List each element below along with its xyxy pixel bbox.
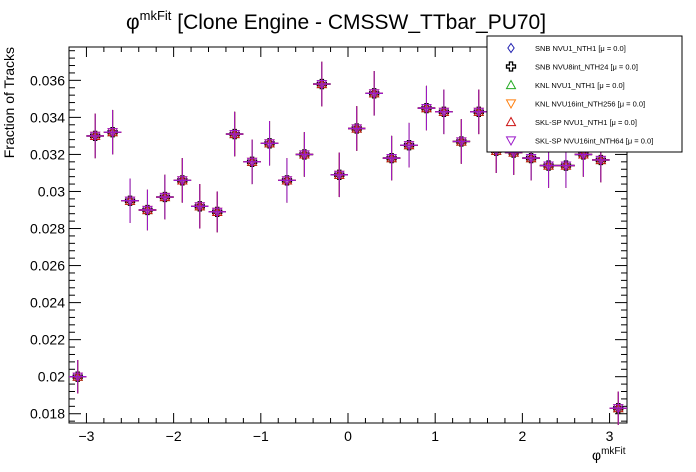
- data-point: [229, 129, 241, 140]
- legend-box: [486, 35, 683, 153]
- data-point: [281, 176, 293, 186]
- data-point: [159, 192, 171, 203]
- chart-title-sup: mkFit: [140, 8, 172, 23]
- data-point: [142, 205, 153, 216]
- legend-label-0: SNB NVU1_NTH1 [μ = 0.0]: [535, 44, 626, 53]
- legend-marker-1: [505, 61, 517, 72]
- chart-title-rest: [Clone Engine - CMSSW_TTbar_PU70]: [171, 11, 546, 34]
- data-point: [299, 150, 310, 160]
- data-point: [89, 131, 101, 142]
- x-tick-label: 0: [344, 428, 352, 444]
- x-axis-title-sup: mkFit: [601, 446, 626, 457]
- chart-title-base: φ: [126, 11, 140, 34]
- data-point: [333, 170, 345, 181]
- data-point: [595, 155, 607, 166]
- x-tick-label: 3: [606, 428, 614, 444]
- data-point: [351, 124, 363, 135]
- x-tick-label: 1: [431, 428, 439, 444]
- legend-marker-2: [505, 79, 517, 90]
- y-tick-label: 0.034: [30, 109, 65, 125]
- x-tick-label: −2: [166, 428, 182, 444]
- data-point: [316, 79, 328, 90]
- data-points: [69, 61, 627, 425]
- data-point: [421, 104, 432, 114]
- legend-label-2: KNL NVU1_NTH1 [μ = 0.0]: [535, 81, 625, 90]
- data-point: [543, 161, 554, 172]
- chart-title: φmkFit [Clone Engine - CMSSW_TTbar_PU70]: [126, 8, 546, 34]
- y-tick-label: 0.022: [30, 332, 65, 348]
- data-point: [473, 107, 485, 118]
- data-point: [264, 139, 275, 149]
- data-point: [246, 157, 258, 168]
- x-tick-label: −1: [253, 428, 269, 444]
- series-5: [69, 61, 627, 425]
- data-point: [560, 161, 572, 172]
- y-tick-label: 0.032: [30, 146, 65, 162]
- y-tick-label: 0.026: [30, 258, 65, 274]
- data-point: [194, 202, 206, 212]
- data-point: [386, 154, 397, 164]
- legend: SNB NVU1_NTH1 [μ = 0.0] SNB NVU8int_NTH24…: [486, 35, 683, 153]
- legend-label-3: KNL NVU16int_NTH256 [μ = 0.0]: [535, 100, 645, 109]
- y-tick-label: 0.028: [30, 221, 65, 237]
- legend-marker-4: [505, 116, 517, 127]
- x-axis-title-base: φ: [592, 447, 601, 463]
- legend-marker-0: [507, 42, 515, 54]
- data-point: [612, 404, 624, 414]
- y-tick-label: 0.03: [38, 183, 65, 199]
- data-point: [525, 154, 537, 164]
- x-tick-label: 2: [518, 428, 526, 444]
- y-tick-label: 0.018: [30, 406, 65, 422]
- data-point: [403, 141, 415, 151]
- data-point: [455, 137, 467, 147]
- y-axis-title: Fraction of Tracks: [1, 47, 17, 158]
- x-tick-label: −3: [78, 428, 94, 444]
- legend-marker-3: [505, 99, 517, 110]
- data-point: [124, 196, 136, 207]
- data-point: [72, 372, 84, 383]
- x-axis-title: φmkFit: [592, 446, 626, 463]
- y-tick-label: 0.02: [38, 369, 65, 385]
- data-point: [211, 207, 223, 218]
- legend-label-1: SNB NVU8int_NTH24 [μ = 0.0]: [535, 63, 638, 72]
- y-tick-label: 0.036: [30, 72, 65, 88]
- data-point: [368, 89, 380, 99]
- legend-marker-5: [505, 136, 517, 147]
- data-point: [176, 176, 188, 186]
- data-point: [107, 128, 118, 138]
- y-tick-label: 0.024: [30, 295, 65, 311]
- data-point: [438, 107, 450, 118]
- legend-label-5: SKL-SP NVU16int_NTH64 [μ = 0.0]: [535, 137, 653, 146]
- legend-label-4: SKL-SP NVU1_NTH1 [μ = 0.0]: [535, 118, 637, 127]
